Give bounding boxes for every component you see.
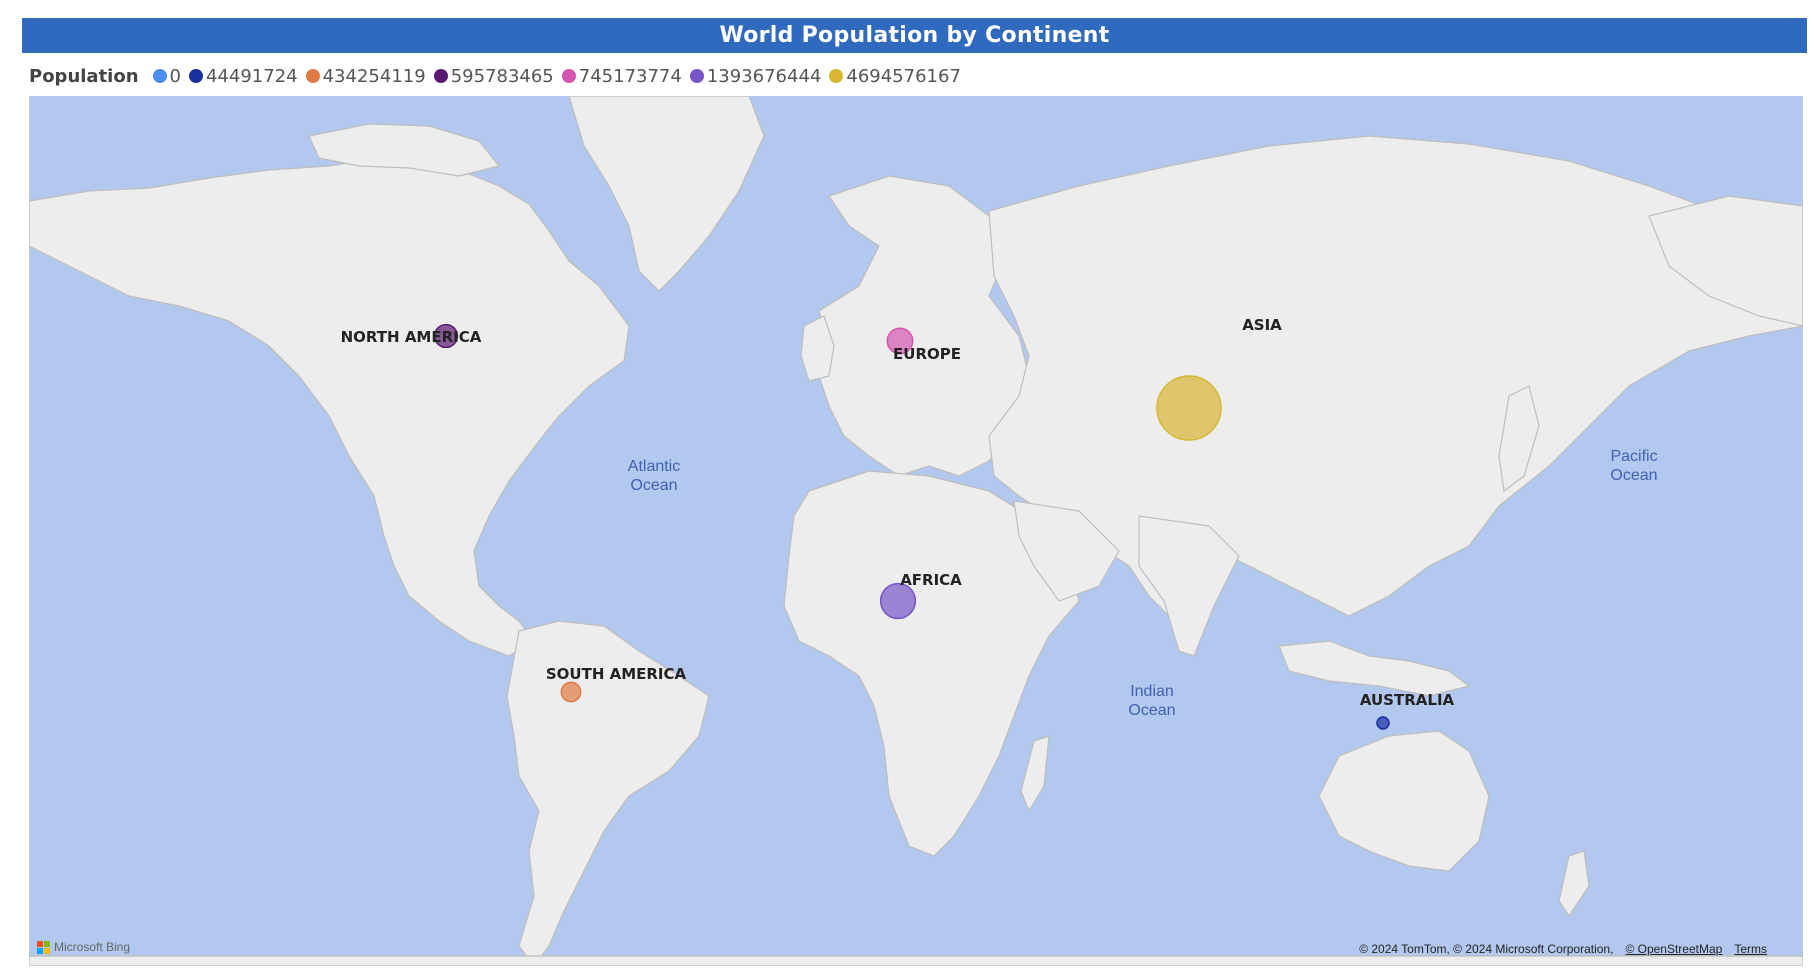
continent-label-africa: AFRICA [900, 571, 962, 589]
land-arctic-islands [308, 123, 500, 177]
legend-title: Population [29, 65, 139, 87]
terms-link[interactable]: Terms [1734, 942, 1767, 956]
land-asia [988, 135, 1803, 617]
land-japan [1498, 385, 1540, 492]
land-north-america [29, 157, 630, 657]
microsoft-logo-icon [37, 940, 50, 954]
osm-link[interactable]: © OpenStreetMap [1625, 942, 1723, 956]
map-attribution: © 2024 TomTom, © 2024 Microsoft Corporat… [1359, 942, 1767, 956]
land-south-america [506, 620, 710, 966]
bubble-asia[interactable] [1156, 375, 1222, 441]
land-antarctica [29, 955, 1803, 966]
continent-label-australia: AUSTRALIA [1360, 691, 1455, 709]
legend-dot-icon [152, 69, 167, 83]
bubble-south-america[interactable] [560, 681, 582, 703]
land-australia [1318, 730, 1490, 872]
land-india [1138, 515, 1240, 657]
legend-dot-icon [433, 69, 448, 83]
bing-logo: Microsoft Bing [37, 940, 130, 954]
land-alaska-east [1648, 195, 1803, 327]
legend-dot-icon [561, 69, 576, 83]
legend-label: 745173774 [578, 65, 682, 87]
legend-dot-icon [305, 69, 320, 83]
legend-dot-icon [689, 69, 704, 83]
legend-item[interactable]: 1393676444 [689, 65, 822, 87]
legend-label: 4694576167 [846, 65, 961, 87]
legend: Population 0 44491724 434254119 59578346… [29, 62, 969, 90]
legend-item[interactable]: 434254119 [305, 65, 426, 87]
land-greenland [568, 96, 765, 292]
bubble-europe[interactable] [886, 327, 914, 355]
map-title-text: World Population by Continent [719, 23, 1110, 48]
continent-label-south-america: SOUTH AMERICA [546, 665, 687, 683]
ocean-label-line: Pacific [1610, 448, 1657, 465]
ocean-label-line: Ocean [1610, 467, 1657, 484]
continent-label-asia: ASIA [1242, 316, 1282, 334]
map-svg[interactable]: Atlantic Ocean Pacific Ocean Indian Ocean N… [29, 96, 1803, 966]
legend-label: 1393676444 [706, 65, 822, 87]
ocean-label-indian: Indian Ocean [1128, 683, 1175, 719]
ocean-labels: Atlantic Ocean Pacific Ocean Indian Ocean [628, 448, 1658, 719]
legend-dot-icon [188, 69, 203, 83]
legend-label: 44491724 [205, 65, 298, 87]
attribution-text: © 2024 TomTom, © 2024 Microsoft Corporat… [1359, 942, 1614, 956]
land-madagascar [1020, 735, 1050, 812]
bubble-australia[interactable] [1376, 716, 1390, 730]
landmasses [29, 96, 1803, 966]
legend-dot-icon [829, 69, 844, 83]
land-new-zealand [1558, 850, 1590, 917]
map-title: World Population by Continent [22, 18, 1807, 53]
map-canvas[interactable]: Atlantic Ocean Pacific Ocean Indian Ocean N… [29, 96, 1803, 966]
ocean-label-pacific: Pacific Ocean [1610, 448, 1657, 484]
population-bubbles[interactable]: NORTH AMERICA EUROPE ASIA AFRICA SOUTH AMERI… [341, 316, 1455, 730]
legend-item[interactable]: 4694576167 [829, 66, 961, 87]
land-arabia [1013, 500, 1120, 602]
legend-label: 0 [169, 65, 181, 87]
legend-item[interactable]: 0 [152, 65, 181, 87]
legend-item[interactable]: 44491724 [188, 65, 298, 87]
bing-label: Microsoft Bing [54, 940, 131, 954]
land-britain [800, 315, 835, 382]
legend-item[interactable]: 745173774 [561, 65, 682, 87]
ocean-label-line: Ocean [630, 477, 677, 494]
ocean-label-line: Ocean [1128, 702, 1175, 719]
legend-item[interactable]: 595783465 [433, 65, 554, 87]
legend-label: 434254119 [322, 65, 426, 87]
legend-label: 595783465 [450, 65, 554, 87]
land-indonesia [1278, 640, 1470, 697]
ocean-label-atlantic: Atlantic Ocean [628, 458, 680, 494]
continent-label-europe: EUROPE [893, 345, 961, 363]
ocean-label-line: Indian [1130, 683, 1174, 700]
ocean-label-line: Atlantic [628, 458, 680, 475]
bubble-north-america[interactable] [433, 323, 459, 349]
bubble-africa[interactable] [879, 582, 917, 620]
continent-label-north-america: NORTH AMERICA [341, 328, 482, 346]
